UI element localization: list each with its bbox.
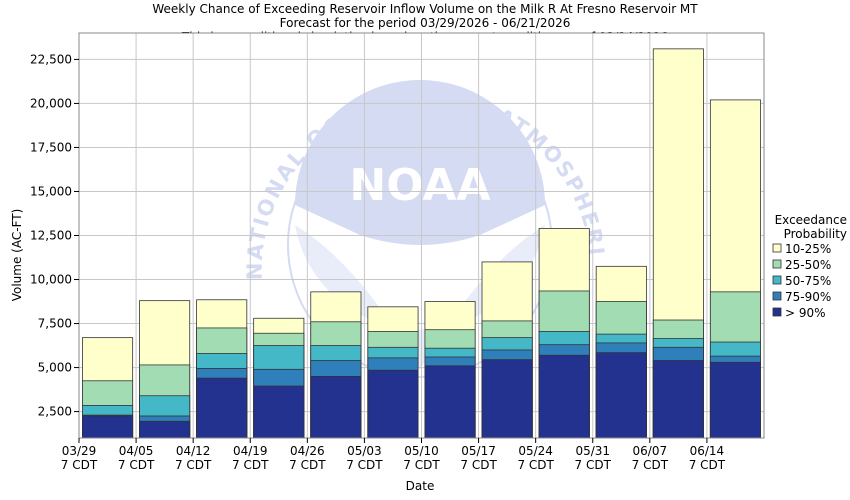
x-tick-time: 7 CDT	[289, 458, 326, 472]
x-tick-time: 7 CDT	[632, 458, 669, 472]
bar-segment	[253, 385, 305, 439]
x-axis-label: Date	[406, 479, 435, 493]
x-tick-time: 7 CDT	[689, 458, 726, 472]
bar-segment	[139, 420, 191, 439]
x-tick-time: 7 CDT	[517, 458, 554, 472]
x-tick-time: 7 CDT	[460, 458, 497, 472]
legend-label: 75-90%	[785, 290, 831, 304]
x-tick-time: 7 CDT	[232, 458, 269, 472]
legend-label: > 90%	[785, 306, 826, 320]
x-tick-date: 04/05	[119, 444, 154, 458]
bar-segment	[595, 352, 647, 439]
title-line: Weekly Chance of Exceeding Reservoir Inf…	[152, 2, 698, 16]
x-tick-time: 7 CDT	[346, 458, 383, 472]
bar-segment	[481, 359, 533, 439]
bar-segment	[652, 360, 704, 439]
x-tick-date: 06/07	[633, 444, 668, 458]
y-tick-label: 20,000	[30, 96, 72, 110]
x-tick-date: 05/31	[575, 444, 610, 458]
x-tick-date: 05/24	[518, 444, 553, 458]
x-tick-time: 7 CDT	[175, 458, 212, 472]
bars	[82, 48, 761, 439]
x-tick-date: 05/10	[404, 444, 439, 458]
y-axis-label: Volume (AC-FT)	[10, 209, 24, 302]
x-tick-date: 05/03	[347, 444, 382, 458]
y-tick-label: 17,500	[30, 140, 72, 154]
y-tick-label: 5,000	[38, 361, 72, 375]
y-tick-label: 15,000	[30, 184, 72, 198]
title-line: Forecast for the period 03/29/2026 - 06/…	[280, 16, 571, 30]
y-tick-label: 2,500	[38, 405, 72, 419]
grid-lines	[78, 33, 765, 438]
bar-segment	[82, 415, 134, 439]
bar-segment	[709, 361, 761, 439]
legend-swatch	[772, 291, 782, 301]
x-tick-date: 04/26	[290, 444, 325, 458]
x-tick-date: 04/19	[233, 444, 268, 458]
bar-segment	[538, 354, 590, 439]
legend-label: 10-25%	[785, 242, 831, 256]
y-tick-label: 12,500	[30, 229, 72, 243]
y-tick-label: 7,500	[38, 317, 72, 331]
x-tick-time: 7 CDT	[61, 458, 98, 472]
legend-label: 50-75%	[785, 274, 831, 288]
bar-segment	[310, 375, 362, 439]
legend-title: Probability	[784, 227, 847, 241]
seal-sky	[295, 80, 545, 245]
x-tick-time: 7 CDT	[403, 458, 440, 472]
legend-swatch	[772, 307, 782, 317]
y-axis: 2,500 5,000 7,500 10,000 12,500 15,000 17,500 2…	[30, 52, 79, 419]
x-tick-time: 7 CDT	[575, 458, 612, 472]
legend-title: Exceedance	[775, 213, 847, 227]
x-tick-date: 06/14	[690, 444, 725, 458]
bar-segment	[424, 365, 476, 439]
legend-swatch	[772, 259, 782, 269]
legend-label: 25-50%	[785, 258, 831, 272]
bar-segment	[367, 369, 419, 439]
legend-swatch	[772, 243, 782, 253]
y-tick-label: 10,000	[30, 273, 72, 287]
x-tick-time: 7 CDT	[118, 458, 155, 472]
x-tick-date: 03/29	[62, 444, 97, 458]
x-tick-date: 04/12	[176, 444, 211, 458]
seal-logo: NOAA	[349, 160, 490, 211]
y-tick-label: 22,500	[30, 52, 72, 66]
legend-swatch	[772, 275, 782, 285]
x-tick-date: 05/17	[461, 444, 496, 458]
bar-segment	[196, 377, 248, 439]
